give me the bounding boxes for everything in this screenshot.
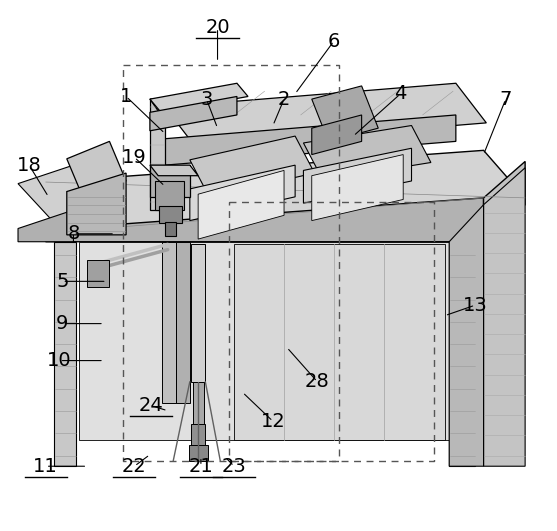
Polygon shape	[198, 170, 284, 239]
Text: 18: 18	[17, 156, 41, 175]
Text: 20: 20	[205, 18, 230, 37]
Polygon shape	[150, 165, 198, 176]
Polygon shape	[449, 205, 483, 466]
Polygon shape	[54, 242, 76, 466]
Polygon shape	[449, 242, 475, 466]
Polygon shape	[234, 244, 445, 440]
Text: 4: 4	[394, 84, 407, 104]
Polygon shape	[165, 115, 456, 165]
Polygon shape	[18, 210, 74, 242]
Text: 9: 9	[56, 314, 69, 333]
Polygon shape	[155, 181, 184, 210]
Polygon shape	[190, 165, 295, 220]
Text: 28: 28	[305, 372, 330, 391]
Polygon shape	[150, 165, 190, 197]
Text: 1: 1	[120, 87, 132, 106]
Polygon shape	[483, 161, 525, 242]
Polygon shape	[193, 382, 204, 424]
Text: 8: 8	[67, 224, 80, 243]
Text: 24: 24	[139, 396, 163, 415]
Text: 10: 10	[47, 351, 72, 370]
Text: 6: 6	[328, 31, 340, 50]
Text: 19: 19	[122, 148, 147, 167]
Polygon shape	[18, 165, 115, 228]
Polygon shape	[304, 148, 412, 203]
Text: 23: 23	[222, 457, 247, 476]
Polygon shape	[159, 207, 182, 223]
Polygon shape	[162, 242, 176, 403]
Polygon shape	[190, 136, 315, 197]
Polygon shape	[46, 150, 525, 229]
Text: 12: 12	[261, 412, 285, 431]
Polygon shape	[150, 99, 165, 210]
Polygon shape	[67, 141, 126, 199]
Polygon shape	[150, 97, 237, 131]
Polygon shape	[67, 173, 126, 235]
Text: 21: 21	[188, 457, 213, 476]
Polygon shape	[312, 155, 403, 220]
Text: 13: 13	[463, 296, 487, 314]
Polygon shape	[191, 244, 206, 382]
Text: 22: 22	[122, 457, 147, 476]
Polygon shape	[304, 125, 431, 180]
Text: 2: 2	[278, 90, 290, 109]
Polygon shape	[165, 83, 486, 147]
Polygon shape	[189, 445, 208, 461]
Polygon shape	[87, 260, 110, 287]
Polygon shape	[150, 83, 248, 113]
Polygon shape	[79, 242, 449, 440]
Polygon shape	[312, 86, 378, 141]
Text: 11: 11	[33, 457, 58, 476]
Polygon shape	[483, 168, 525, 466]
Polygon shape	[165, 222, 176, 236]
Polygon shape	[192, 424, 205, 445]
Text: 7: 7	[500, 90, 512, 109]
Polygon shape	[46, 198, 483, 242]
Polygon shape	[312, 115, 361, 155]
Text: 3: 3	[201, 90, 213, 109]
Polygon shape	[150, 99, 176, 115]
Text: 5: 5	[56, 272, 69, 291]
Polygon shape	[176, 242, 190, 403]
